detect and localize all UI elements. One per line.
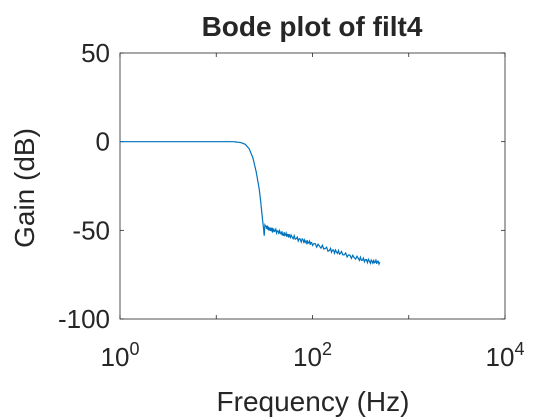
gain-line [120,141,381,266]
chart-title: Bode plot of filt4 [202,11,423,42]
x-tick-label: 100 [101,339,140,372]
axes-box [119,52,506,320]
y-axis-label: Gain (dB) [9,128,40,248]
x-axis-label: Frequency (Hz) [217,386,410,417]
plot-area: 50 0 -50 -100 100 102 104 [58,38,525,372]
y-tick-label: -50 [72,215,110,245]
y-tick-label: -100 [58,304,110,334]
x-tick-label: 102 [293,339,332,372]
y-tick-label: 50 [81,38,110,68]
x-tick-label: 104 [486,339,525,372]
y-tick-label: 0 [96,127,110,157]
